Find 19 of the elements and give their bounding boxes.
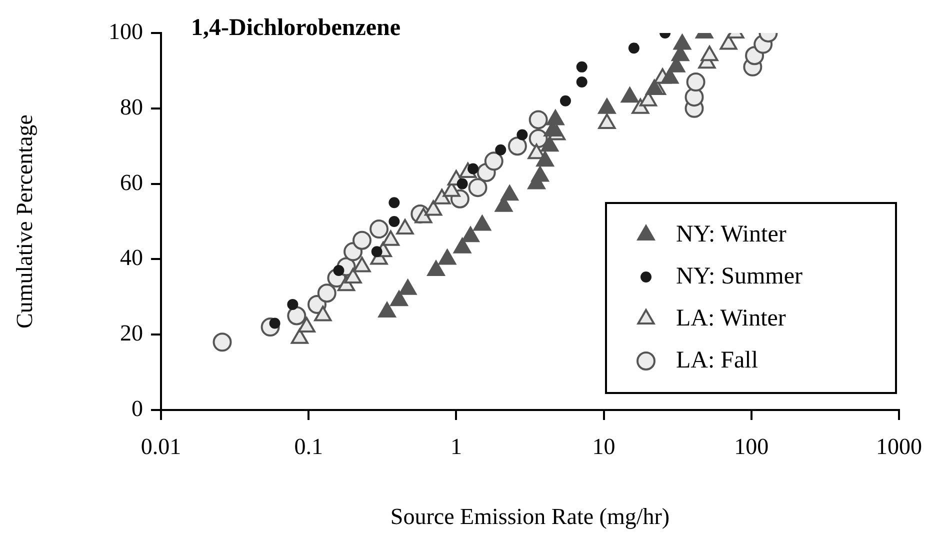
y-tick-label: 80 <box>120 94 143 120</box>
y-tick-label: 60 <box>120 170 143 195</box>
legend-label: LA: Fall <box>676 347 758 374</box>
x-tick-label: 0.01 <box>140 434 182 459</box>
x-tick-label: 10 <box>592 434 616 459</box>
y-tick-label: 20 <box>120 320 143 346</box>
x-tick-label: 1 <box>450 434 462 459</box>
y-axis-title: Cumulative Percentage <box>12 114 37 328</box>
legend-label: NY: Winter <box>676 221 786 248</box>
chart-title: 1,4-Dichlorobenzene <box>191 15 401 42</box>
legend-label: LA: Winter <box>676 305 786 332</box>
legend-label: NY: Summer <box>676 263 802 290</box>
y-tick-label: 0 <box>132 396 143 422</box>
y-tick-label: 100 <box>108 19 143 44</box>
x-axis-title: Source Emission Rate (mg/hr) <box>390 504 670 530</box>
x-tick-label: 0.1 <box>294 434 323 459</box>
x-tick-label: 100 <box>734 434 769 459</box>
y-tick-label: 40 <box>120 245 143 270</box>
x-tick-label: 1000 <box>876 434 922 459</box>
